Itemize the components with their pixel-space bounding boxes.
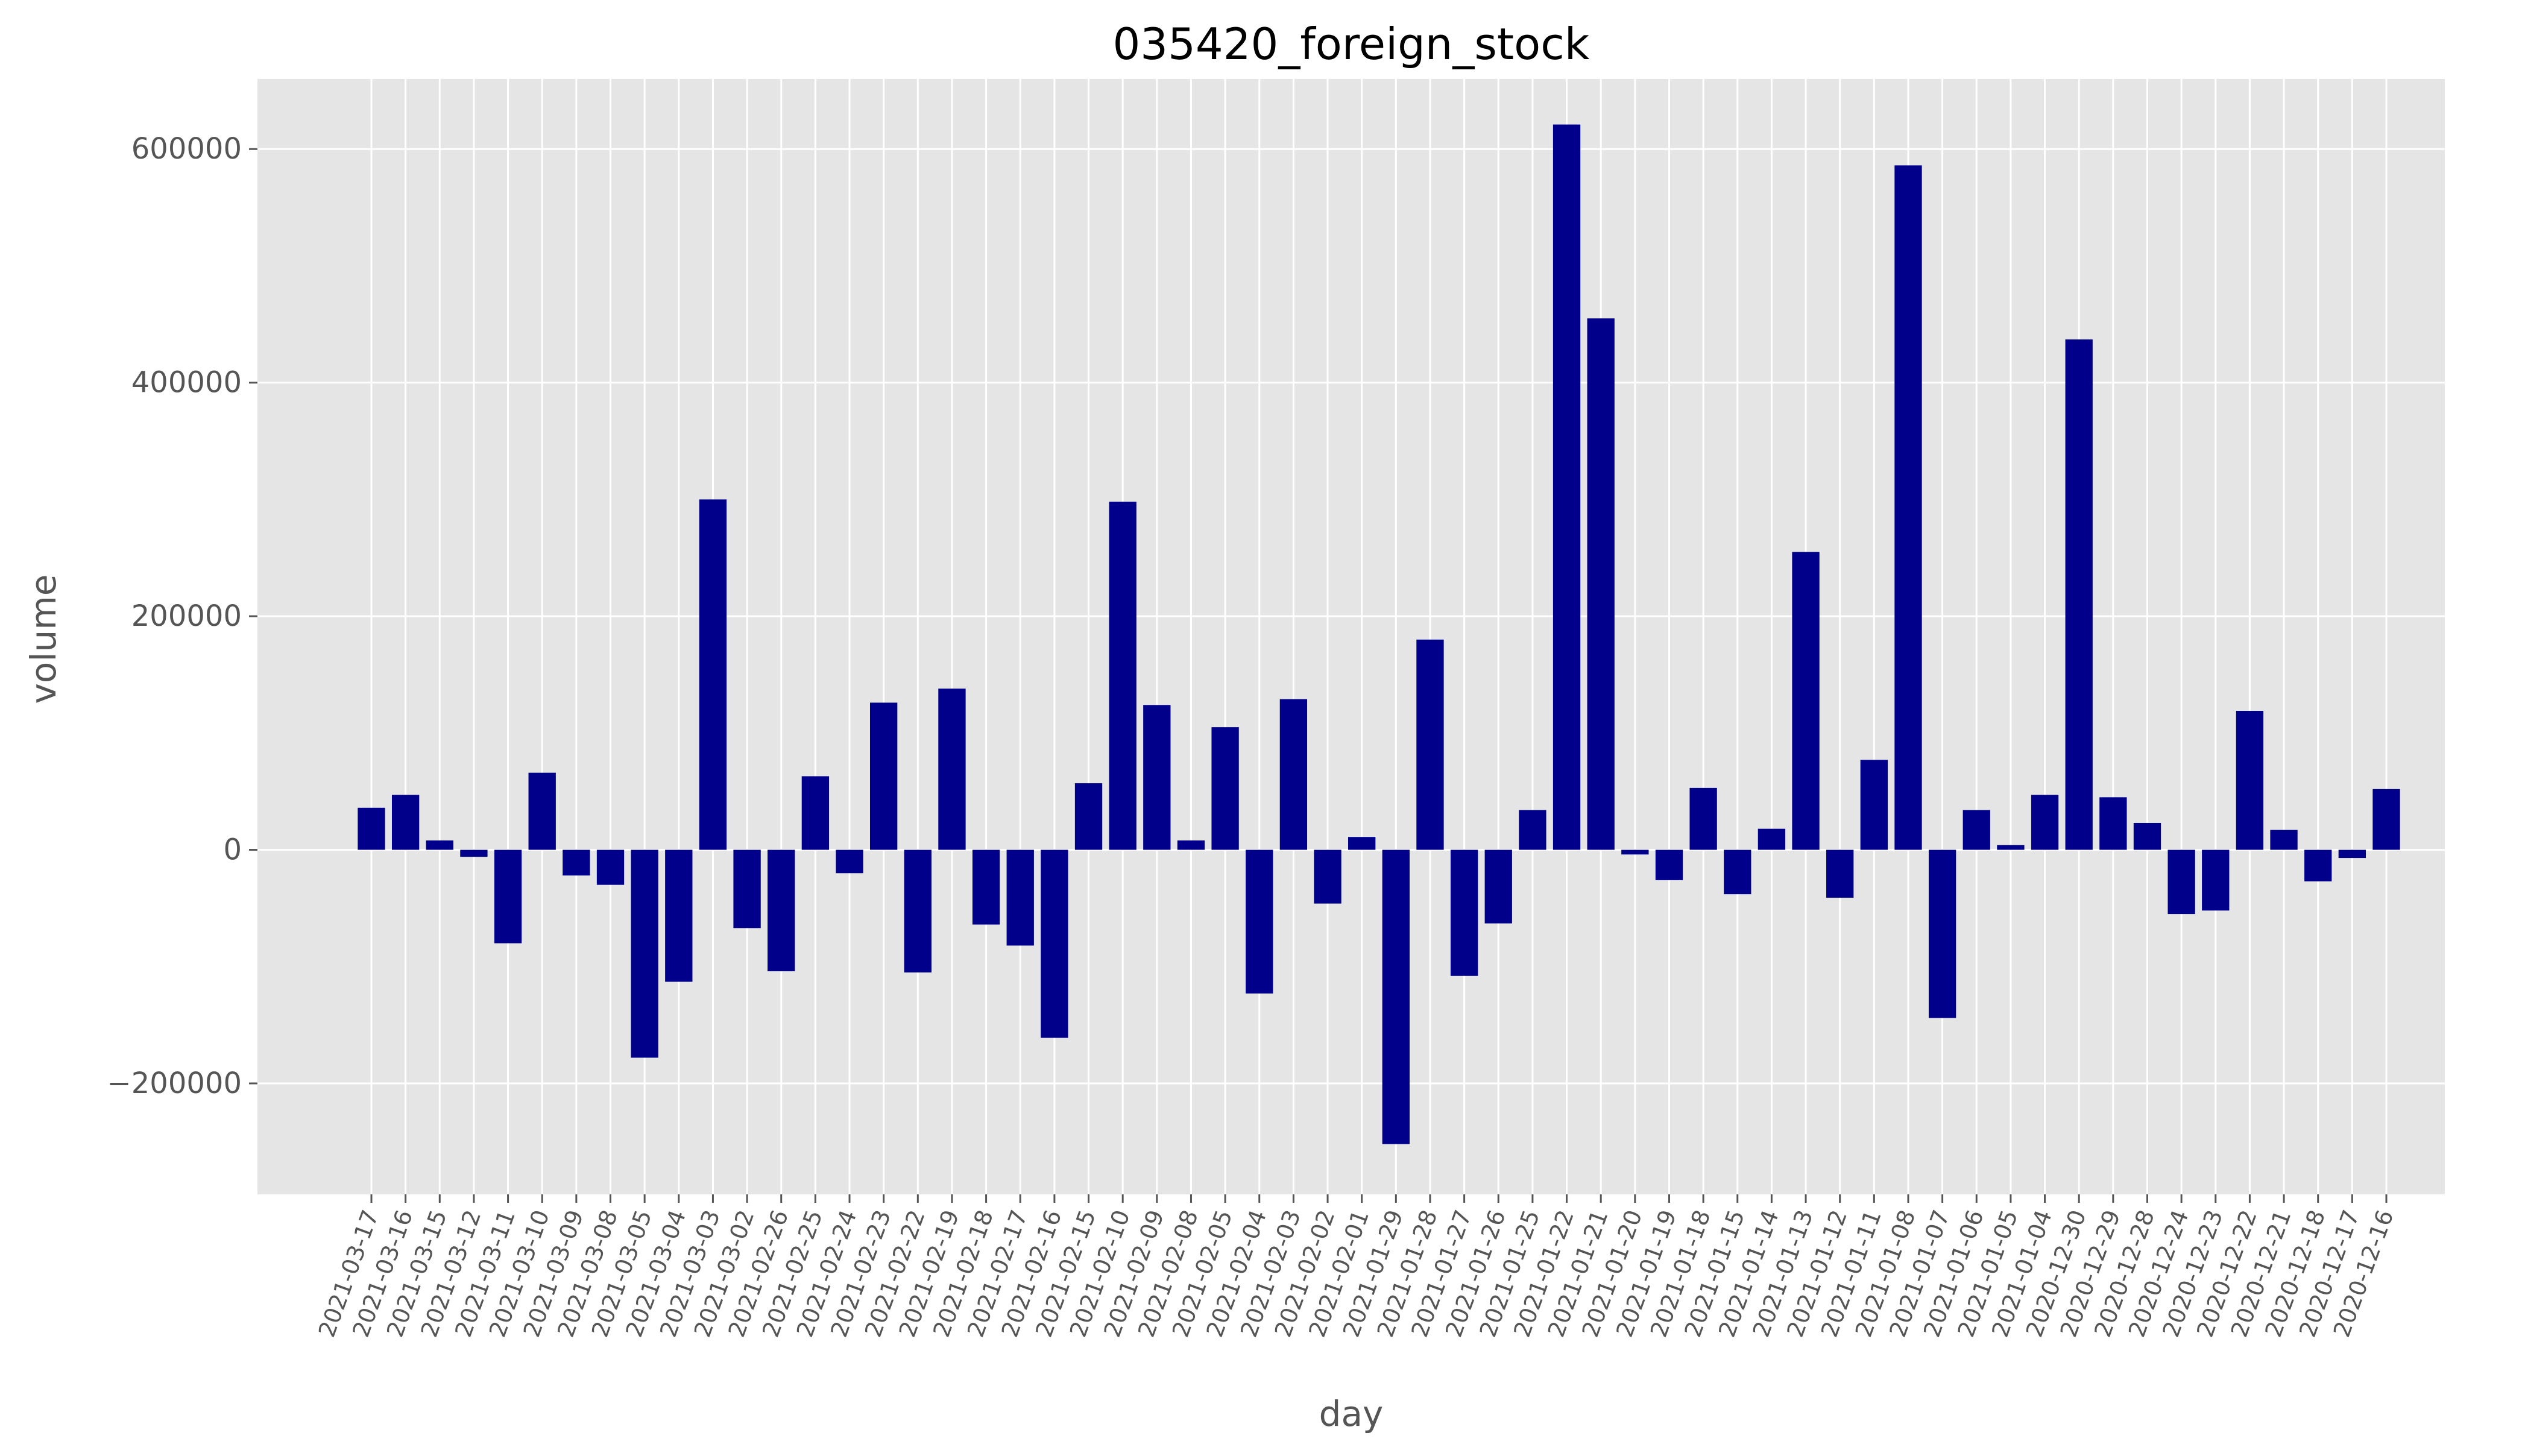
bar-2021-02-25 bbox=[801, 776, 830, 850]
y-tick-label: 0 bbox=[223, 833, 242, 867]
bar-2021-01-06 bbox=[1962, 810, 1990, 850]
bar-2020-12-21 bbox=[2270, 830, 2298, 850]
bar-2021-01-25 bbox=[1519, 810, 1546, 850]
bar-2021-02-18 bbox=[972, 849, 1000, 925]
bar-2021-03-08 bbox=[596, 849, 625, 885]
bar-2021-02-15 bbox=[1074, 783, 1103, 850]
bar-2021-03-04 bbox=[665, 849, 693, 982]
bar-2021-03-03 bbox=[699, 499, 727, 850]
bar-2021-03-10 bbox=[528, 772, 556, 850]
y-tick-label: 200000 bbox=[131, 599, 242, 633]
bar-2021-02-16 bbox=[1041, 849, 1068, 1038]
bar-2021-03-09 bbox=[563, 849, 590, 876]
bar-2021-01-14 bbox=[1758, 828, 1786, 850]
bar-2021-01-08 bbox=[1894, 165, 1922, 850]
bar-2021-01-18 bbox=[1689, 787, 1717, 850]
bar-2021-02-08 bbox=[1177, 840, 1205, 850]
bar-2021-02-26 bbox=[768, 849, 795, 971]
bar-2021-01-13 bbox=[1792, 552, 1820, 850]
x-axis-label: day bbox=[1319, 1393, 1384, 1434]
bar-2021-03-17 bbox=[358, 807, 385, 850]
bar-2021-01-21 bbox=[1587, 318, 1615, 850]
bar-2020-12-24 bbox=[2167, 849, 2195, 915]
bar-2021-02-19 bbox=[938, 689, 966, 850]
bar-2020-12-18 bbox=[2304, 849, 2332, 881]
bar-2020-12-28 bbox=[2133, 822, 2161, 850]
y-tick-label: 400000 bbox=[131, 366, 242, 400]
bar-2021-01-05 bbox=[1997, 845, 2025, 850]
bar-2021-01-29 bbox=[1382, 849, 1410, 1144]
plot-background bbox=[257, 79, 2445, 1194]
bar-2021-01-04 bbox=[2031, 795, 2059, 850]
bar-2021-02-17 bbox=[1006, 849, 1034, 946]
bar-2021-01-22 bbox=[1553, 124, 1581, 850]
bar-2021-01-07 bbox=[1928, 849, 1956, 1018]
chart-title: 035420_foreign_stock bbox=[1113, 19, 1590, 69]
bar-2020-12-22 bbox=[2236, 711, 2264, 850]
bar-2021-03-12 bbox=[460, 849, 488, 857]
bar-2021-03-16 bbox=[391, 795, 420, 850]
x-axis-ticks: 2021-03-172021-03-162021-03-152021-03-12… bbox=[314, 1194, 2398, 1341]
bar-2021-02-23 bbox=[870, 702, 898, 850]
bar-2021-01-15 bbox=[1724, 849, 1751, 895]
bar-2021-01-19 bbox=[1655, 849, 1683, 880]
bar-2021-01-27 bbox=[1450, 849, 1478, 976]
y-axis-ticks: −200000 0 200000 400000 600000 bbox=[107, 132, 257, 1100]
bar-2021-03-15 bbox=[426, 840, 453, 850]
bar-2021-02-10 bbox=[1109, 502, 1136, 850]
bar-2021-01-26 bbox=[1484, 849, 1512, 924]
bar-2021-02-05 bbox=[1211, 727, 1239, 850]
y-axis-label: volume bbox=[23, 575, 64, 704]
bar-2021-03-02 bbox=[733, 849, 761, 928]
bar-2020-12-16 bbox=[2372, 789, 2400, 850]
bar-2021-01-12 bbox=[1826, 849, 1854, 898]
bar-2021-02-02 bbox=[1314, 849, 1341, 904]
bars bbox=[358, 124, 2400, 1144]
bar-2021-02-03 bbox=[1279, 699, 1308, 850]
bar-2020-12-17 bbox=[2338, 849, 2366, 859]
bar-2020-12-29 bbox=[2099, 797, 2127, 850]
bar-2021-02-01 bbox=[1348, 837, 1376, 850]
bar-2021-03-11 bbox=[494, 849, 522, 944]
bar-2021-01-28 bbox=[1416, 639, 1444, 850]
bar-2021-02-09 bbox=[1143, 705, 1171, 850]
bar-2021-03-05 bbox=[631, 849, 658, 1058]
bar-2020-12-23 bbox=[2202, 849, 2230, 911]
bar-2021-01-11 bbox=[1860, 760, 1888, 850]
bar-2020-12-30 bbox=[2065, 339, 2093, 850]
y-tick-label: −200000 bbox=[107, 1067, 242, 1100]
bar-2021-02-04 bbox=[1246, 849, 1273, 994]
bar-2021-02-24 bbox=[836, 849, 863, 874]
bar-2021-01-20 bbox=[1621, 849, 1649, 855]
y-tick-label: 600000 bbox=[131, 132, 242, 166]
bar-2021-02-22 bbox=[904, 849, 932, 972]
